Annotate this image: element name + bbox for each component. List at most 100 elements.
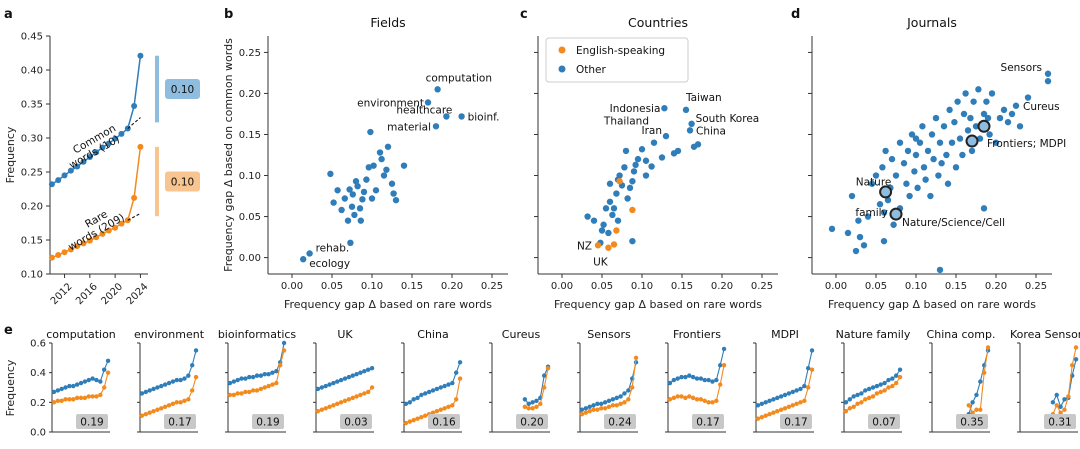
panel-e-1-point-orange [182,398,187,404]
panel-b-point [376,149,384,156]
panel-d-highlighted-point [977,119,991,133]
panel-a-point [131,103,138,110]
panel-e-2-point-blue [258,373,264,378]
panel-e-9-point-orange [886,385,891,390]
panel-e-11-point-orange [1062,407,1067,412]
panel-e-8-point-blue [755,403,761,408]
panel-e-2-point-blue [281,340,287,346]
panel-e-5-point-orange [522,404,528,409]
panel-e-7-point-blue [718,363,723,368]
panel-e-6-point-orange [626,397,631,402]
panel-e-7-point-orange [694,397,700,402]
panel-b-point [443,113,450,120]
panel-e-2-title: bioinformatics [218,328,297,341]
panel-d-xlabel: Frequency gap Δ based on rare words [828,298,1036,311]
panel-a-ytick-label: 0.30 [21,134,43,145]
panel-b-point [349,191,356,198]
panel-c-annotation: UK [593,257,609,269]
panel-e-4-gap-label: 0.16 [432,417,456,429]
panel-e-6-point-orange [618,401,623,407]
panel-e-6-point-orange [587,409,592,414]
panel-d-point [930,155,937,163]
panel-b-point [388,180,396,187]
panel-e-6-gap-label: 0.24 [608,417,632,429]
panel-a-series-line-1 [51,146,142,259]
panel-c-point-other [642,172,650,179]
panel-b-xtick-label: 0.00 [281,281,303,292]
panel-e-1-point-orange [170,401,176,407]
panel-e-ytick-label: 0.4 [30,368,46,379]
panel-e-7-point-blue [694,376,700,381]
panel-e-8-title: MDPI [771,328,799,341]
panel-e-6-point-orange [622,400,627,405]
panel-d-point [984,114,992,122]
panel-e-11-point-orange [1066,394,1071,399]
panel-e-6-point-blue [618,394,623,399]
panel-e-6-point-orange [630,385,635,390]
panel-e-0-point-blue [90,376,95,381]
panel-e-2-point-orange [231,392,236,398]
panel-e-4-point-orange [407,419,412,424]
panel-e-4-point-orange [454,397,459,402]
panel-c-point-other [658,154,666,161]
panel-d-point [876,201,884,208]
panel-e-3-point-blue [319,385,324,390]
panel-e-5-point-orange [542,385,547,390]
panel-b-point [432,123,440,130]
panel-c-point-other [648,163,655,170]
panel-e-5-point-orange [526,406,531,411]
panel-d-point [986,131,993,138]
panel-e-7-point-orange [671,395,676,401]
panel-e-10-point-blue [970,400,975,405]
panel-e-4-point-orange [442,406,447,411]
panel-b-annotation: environment [357,97,424,109]
panel-e-6-point-blue [602,400,608,405]
panel-b-xtick-label: 0.05 [321,281,343,292]
panel-a-xtick-label: 2012 [49,281,75,307]
panel-e-3-point-orange [362,391,367,396]
panel-e-4-point-orange [411,417,416,423]
panel-e-0-point-blue [94,377,99,383]
panel-d-annotation: Nature [856,177,892,189]
panel-e-2-point-orange [278,363,283,368]
panel-e-8-point-orange [755,416,761,421]
panel-e-1-point-orange [139,413,145,418]
panel-c-point-english [616,178,623,185]
panel-e-9-point-blue [851,394,856,399]
panel-e-2-gap-label: 0.19 [256,417,279,429]
panel-b-point [300,256,307,263]
panel-e-2-point-blue [250,374,256,380]
panel-b-ytick-label: 0.25 [239,48,261,59]
panel-e-4-point-blue [446,382,451,387]
panel-e-5-gap-badge [516,414,548,429]
panel-e-9-point-blue [847,397,852,402]
panel-b-point [346,186,353,193]
panel-e-7-point-orange [679,394,684,399]
panel-e-2-point-orange [227,392,233,398]
panel-d-point [879,164,886,171]
panel-d-point [1000,106,1008,114]
panel-e-7-point-blue [667,380,673,386]
panel-d-annotation: Nature/Science/Cell [902,217,1005,229]
panel-e-8-point-blue [798,386,803,392]
panel-b-point [334,187,341,194]
panel-a-label: a [4,7,13,22]
panel-c-point-other [634,155,642,163]
panel-e-4-point-orange [423,413,428,418]
panel-e-7-point-orange [706,400,711,405]
panel-d-point [1004,118,1012,126]
panel-e-11-point-orange [1058,410,1063,415]
panel-e-8-point-blue [790,389,795,395]
panel-e-2-point-orange [266,383,271,389]
panel-e-3-point-blue [346,374,352,380]
panel-e-7-point-blue [675,376,680,381]
panel-d-point [938,160,945,167]
panel-e-9-point-orange [897,374,903,380]
panel-a-extrapolation [127,212,141,221]
panel-e-9-point-blue [843,400,849,405]
panel-e-4-point-orange [419,414,424,420]
panel-e-11-point-blue [1054,392,1059,398]
panel-e-1-point-blue [193,348,199,353]
panel-e-10-point-orange [978,407,983,412]
panel-e-7-point-orange [687,394,692,399]
